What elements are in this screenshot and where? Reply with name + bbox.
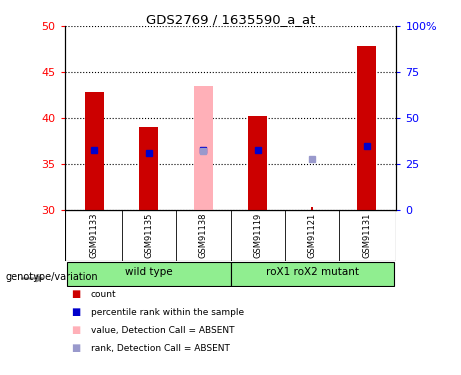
Text: ■: ■: [71, 290, 81, 299]
Bar: [67, 262, 230, 286]
Text: GDS2769 / 1635590_a_at: GDS2769 / 1635590_a_at: [146, 13, 315, 26]
Text: genotype/variation: genotype/variation: [6, 272, 98, 282]
Text: wild type: wild type: [125, 267, 173, 278]
Text: GSM91133: GSM91133: [90, 213, 99, 258]
Text: ■: ■: [71, 326, 81, 335]
Text: percentile rank within the sample: percentile rank within the sample: [91, 308, 244, 317]
Text: GSM91131: GSM91131: [362, 213, 371, 258]
Text: roX1 roX2 mutant: roX1 roX2 mutant: [266, 267, 359, 278]
Text: ■: ■: [71, 344, 81, 353]
Bar: [311, 207, 313, 210]
Text: GSM91138: GSM91138: [199, 213, 208, 258]
Text: count: count: [91, 290, 117, 299]
Text: value, Detection Call = ABSENT: value, Detection Call = ABSENT: [91, 326, 234, 335]
Text: GSM91135: GSM91135: [144, 213, 154, 258]
Text: GSM91121: GSM91121: [307, 213, 317, 258]
Bar: [194, 86, 213, 210]
Bar: [230, 262, 394, 286]
Bar: [139, 128, 159, 210]
Bar: [357, 46, 376, 210]
Bar: [85, 92, 104, 210]
Text: ■: ■: [71, 308, 81, 317]
Text: GSM91119: GSM91119: [253, 213, 262, 258]
Bar: [248, 116, 267, 210]
Text: rank, Detection Call = ABSENT: rank, Detection Call = ABSENT: [91, 344, 230, 353]
